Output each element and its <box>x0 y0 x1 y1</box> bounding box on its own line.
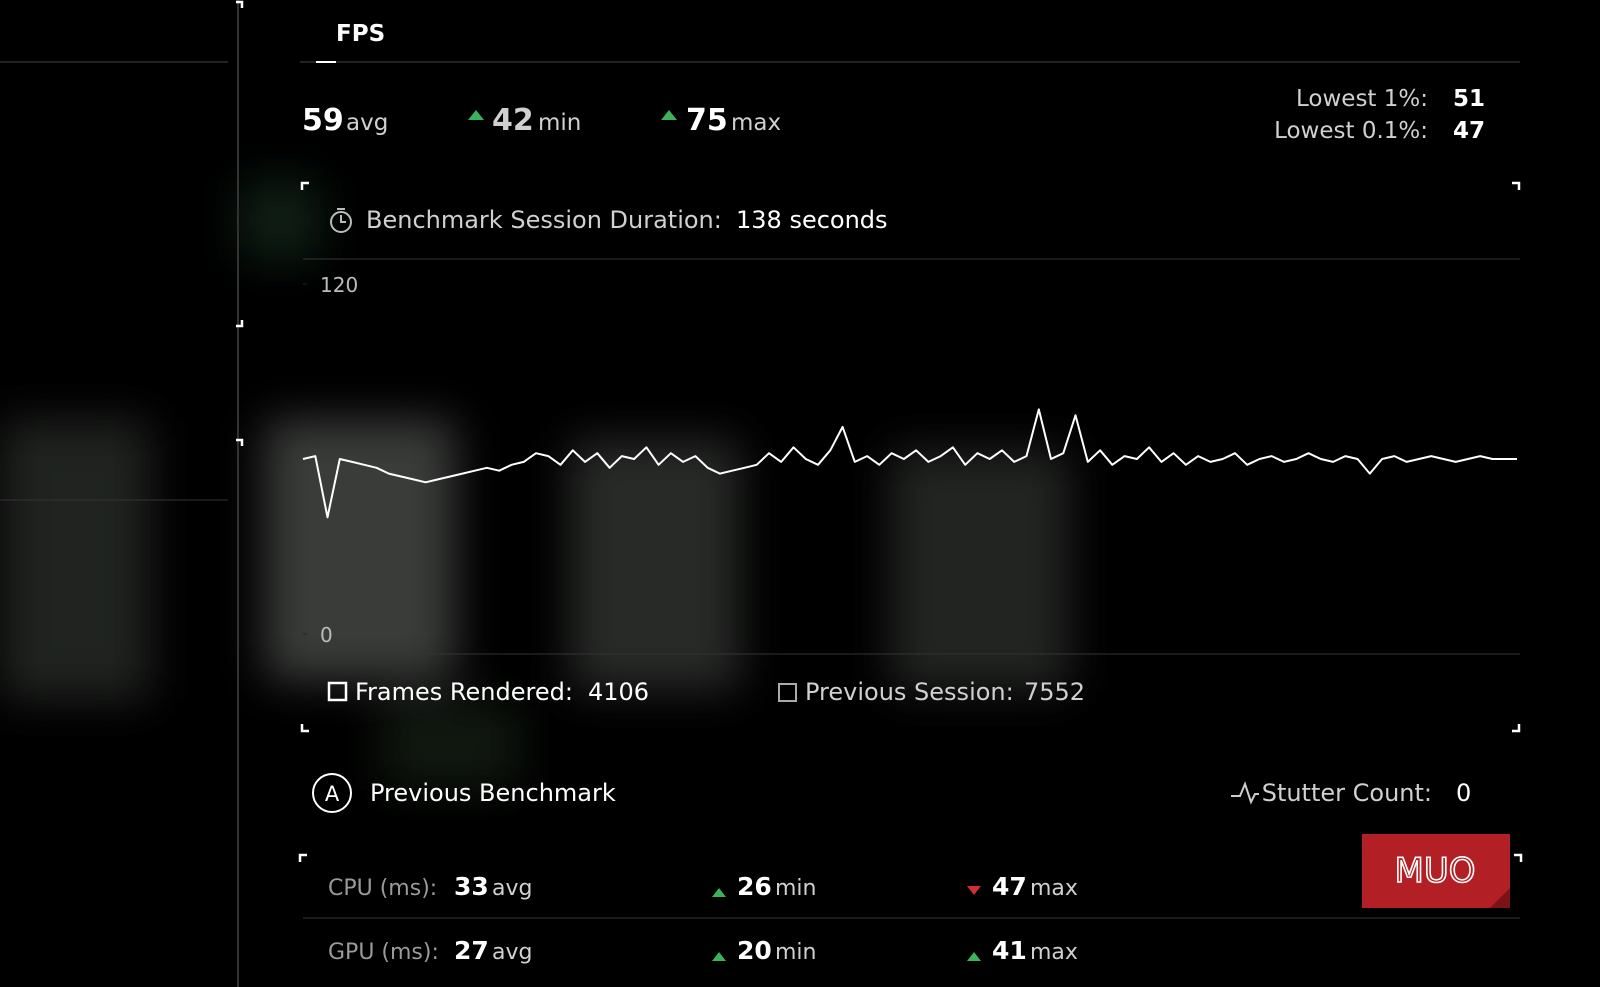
unit: min <box>538 110 581 136</box>
up-arrow <box>661 110 677 120</box>
checkbox[interactable] <box>778 683 797 702</box>
duration-label: Benchmark Session Duration: <box>366 206 722 234</box>
previous-benchmark-button[interactable]: A Previous Benchmark <box>312 773 616 813</box>
clock-icon <box>330 208 352 233</box>
frames-label: Frames Rendered: <box>355 678 573 706</box>
logo: MUO <box>1362 834 1510 908</box>
stat-label: Lowest 1%: <box>1296 86 1428 112</box>
cpu-label: CPU (ms): <box>328 876 437 901</box>
up-arrow <box>712 952 726 961</box>
unit: avg <box>492 876 532 901</box>
button-key: A <box>325 782 340 806</box>
unit: min <box>775 876 817 901</box>
frames-value: 4106 <box>588 678 649 706</box>
gpu-max: 41 <box>992 936 1027 965</box>
background-blur <box>0 180 1070 790</box>
checkbox[interactable] <box>327 681 348 702</box>
cpu-avg: 33 <box>454 872 489 901</box>
fps-max: 75 <box>686 103 728 138</box>
unit: max <box>1030 876 1078 901</box>
gpu-min: 20 <box>737 936 772 965</box>
fps-avg: 59 <box>302 103 344 138</box>
stutter-icon <box>1231 781 1259 805</box>
duration-value: 138 seconds <box>736 206 888 234</box>
stutter-value: 0 <box>1456 779 1471 807</box>
stat-label: Lowest 0.1%: <box>1274 118 1428 144</box>
unit: max <box>1030 940 1078 965</box>
up-arrow <box>967 952 981 961</box>
stat-value: 47 <box>1453 118 1485 144</box>
down-arrow <box>967 886 981 895</box>
stutter-label: Stutter Count: <box>1262 779 1432 807</box>
up-arrow <box>468 110 484 120</box>
gpu-avg: 27 <box>454 936 489 965</box>
tab[interactable]: FPS <box>336 21 385 47</box>
button-label: Previous Benchmark <box>370 779 616 807</box>
stat-value: 51 <box>1453 86 1485 112</box>
unit: avg <box>346 110 388 136</box>
fps-min: 42 <box>492 103 534 138</box>
button-circle <box>312 773 352 813</box>
unit: max <box>731 110 781 136</box>
corner-brackets <box>236 0 1523 862</box>
fps-chart: 0 120 <box>302 273 1517 647</box>
unit: min <box>775 940 817 965</box>
up-arrow <box>712 888 726 897</box>
cpu-max: 47 <box>992 872 1027 901</box>
y-tick-label: 0 <box>320 623 333 647</box>
logo-text: MUO <box>1395 851 1476 891</box>
gpu-label: GPU (ms): <box>328 940 439 965</box>
fps-line <box>302 408 1517 519</box>
previous-value: 7552 <box>1024 678 1085 706</box>
previous-label: Previous Session: <box>805 678 1014 706</box>
cpu-min: 26 <box>737 872 772 901</box>
unit: avg <box>492 940 532 965</box>
y-tick-label: 120 <box>320 273 358 297</box>
